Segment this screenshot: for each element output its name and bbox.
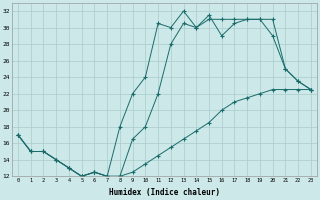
X-axis label: Humidex (Indice chaleur): Humidex (Indice chaleur) (109, 188, 220, 197)
